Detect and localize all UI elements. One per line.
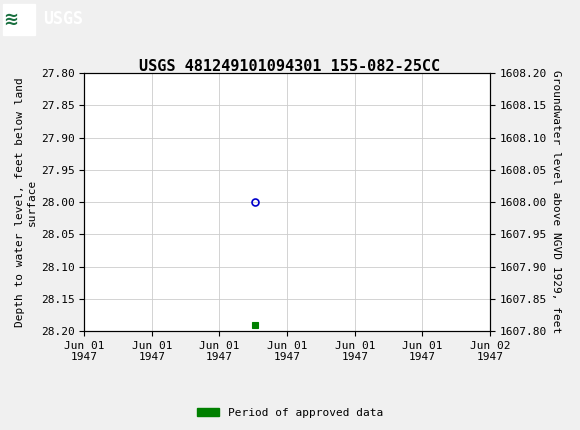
Y-axis label: Depth to water level, feet below land
surface: Depth to water level, feet below land su… [15,77,37,327]
Text: USGS 481249101094301 155-082-25CC: USGS 481249101094301 155-082-25CC [139,59,441,74]
Text: USGS: USGS [44,10,84,28]
Legend: Period of approved data: Period of approved data [193,403,387,422]
Y-axis label: Groundwater level above NGVD 1929, feet: Groundwater level above NGVD 1929, feet [551,71,561,334]
FancyBboxPatch shape [3,4,35,35]
Text: ≋: ≋ [3,10,18,28]
